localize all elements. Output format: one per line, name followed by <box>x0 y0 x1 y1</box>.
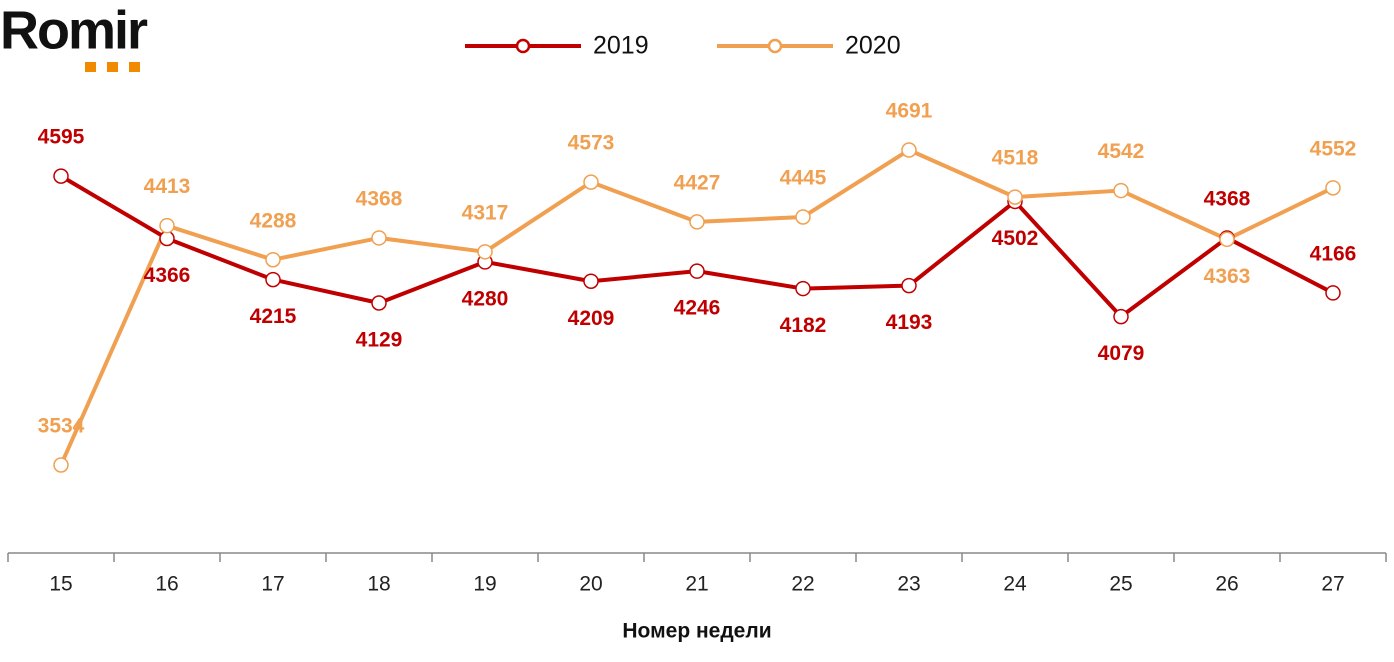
x-tick-label: 27 <box>1321 573 1344 596</box>
point <box>53 168 69 184</box>
logo-dot <box>85 62 96 72</box>
x-tick-label: 19 <box>473 573 496 596</box>
data-label: 3534 <box>38 415 85 438</box>
point <box>265 271 281 288</box>
data-label: 4518 <box>992 147 1039 170</box>
logo: Romir <box>0 0 148 60</box>
data-label: 4552 <box>1310 137 1357 160</box>
data-label: 4280 <box>462 287 509 310</box>
data-label: 4445 <box>780 167 827 190</box>
point <box>1325 285 1341 301</box>
data-label: 4595 <box>38 126 85 149</box>
x-tick-label: 23 <box>897 573 920 596</box>
point <box>1219 231 1235 248</box>
x-tick-label: 21 <box>685 573 708 596</box>
legend-label: 2019 <box>593 32 649 60</box>
x-tick-label: 16 <box>155 573 178 596</box>
point <box>159 230 175 247</box>
x-tick-label: 24 <box>1003 573 1027 596</box>
data-label: 4182 <box>780 314 827 337</box>
point <box>901 142 917 158</box>
data-label: 4368 <box>356 187 403 210</box>
point <box>583 174 599 190</box>
point <box>159 217 175 234</box>
point <box>1007 189 1023 205</box>
point <box>371 230 387 246</box>
point <box>795 209 811 225</box>
logo-dot <box>129 62 140 72</box>
point <box>53 457 69 473</box>
data-label: 4363 <box>1204 265 1251 288</box>
data-label: 4427 <box>674 171 721 194</box>
point <box>1325 180 1341 196</box>
x-tick-label: 26 <box>1215 573 1238 596</box>
point <box>1113 182 1129 199</box>
legend-marker <box>767 38 783 54</box>
logo-dot <box>107 62 118 72</box>
data-label: 4193 <box>886 311 933 334</box>
data-label: 4691 <box>886 100 933 123</box>
data-label: 4209 <box>568 307 615 330</box>
data-label: 4366 <box>144 264 191 287</box>
point <box>1113 308 1129 325</box>
point <box>689 214 705 230</box>
point <box>689 263 705 279</box>
point <box>583 273 599 289</box>
data-label: 4317 <box>462 201 509 224</box>
data-label: 4246 <box>674 297 721 320</box>
legend-marker <box>515 38 531 54</box>
point <box>901 277 917 294</box>
legend-label: 2020 <box>845 32 901 60</box>
point <box>795 280 811 297</box>
x-tick-label: 17 <box>261 573 284 596</box>
data-label: 4573 <box>568 132 615 155</box>
x-tick-label: 25 <box>1109 573 1132 596</box>
point <box>265 251 281 268</box>
x-tick-label: 22 <box>791 573 814 596</box>
data-label: 4288 <box>250 209 297 232</box>
data-label: 4413 <box>144 175 191 198</box>
data-label: 4166 <box>1310 242 1357 265</box>
line <box>59 174 1334 319</box>
data-label: 4079 <box>1098 342 1145 365</box>
x-tick-label: 20 <box>579 573 602 596</box>
point <box>477 244 493 260</box>
data-label: 4129 <box>356 329 403 352</box>
x-tick-label: 15 <box>49 573 72 596</box>
data-label: 4215 <box>250 305 297 328</box>
x-tick-label: 18 <box>367 573 390 596</box>
data-label: 4368 <box>1204 187 1251 210</box>
data-label: 4542 <box>1098 140 1145 163</box>
data-label: 4502 <box>992 227 1039 250</box>
x-axis-label: Номер недели <box>622 620 771 643</box>
point <box>371 295 387 311</box>
